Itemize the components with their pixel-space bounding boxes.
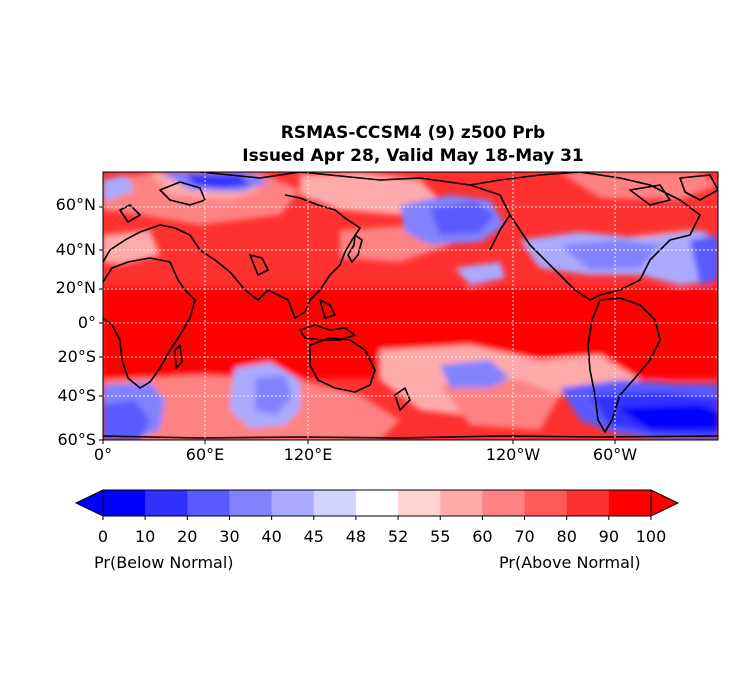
colorbar-segments: [103, 490, 652, 516]
colorbar-tick-label: 80: [556, 527, 577, 546]
coast-borneo: [319, 299, 336, 319]
field-blue-southatlantic-core: [103, 400, 150, 440]
lat-label-20s: 20°S: [57, 347, 96, 366]
colorbar-tick-label: 10: [134, 527, 156, 546]
colorbar-frame: [102, 489, 652, 517]
field-arctic-light: [560, 172, 718, 200]
colorbar-tick-label: 48: [345, 527, 367, 546]
gridlines: [103, 172, 718, 440]
field-blue-northamerica-core: [560, 240, 660, 270]
colorbar-tick-label: 40: [261, 527, 282, 546]
lon-label-60w: 60°W: [592, 445, 638, 464]
map-title-line2: Issued Apr 28, Valid May 18-May 31: [242, 146, 584, 166]
coast-japan: [347, 234, 363, 263]
colorbar-segment: [229, 490, 273, 516]
axis-ticks: [99, 206, 616, 444]
lon-label-120e: 120°E: [283, 445, 333, 464]
field-atlantic-pale: [103, 230, 160, 265]
colorbar-segment: [145, 490, 188, 516]
probability-field: [103, 172, 718, 440]
coast-eurasia: [103, 194, 361, 319]
colorbar-segment: [566, 490, 610, 516]
colorbar-segment: [271, 490, 315, 516]
coast-australia: [309, 337, 376, 393]
lon-label-120w: 120°W: [485, 445, 541, 464]
colorbar-segment: [313, 490, 357, 516]
field-blue-eastus: [690, 235, 718, 285]
coast-africa: [103, 257, 196, 389]
lon-label-0: 0°: [93, 445, 113, 464]
lat-label-0: 0°: [77, 313, 96, 332]
lat-label-60n: 60°N: [55, 195, 96, 214]
coast-hudson: [629, 184, 671, 206]
colorbar-tick-marks: [102, 516, 652, 520]
colorbar-min-arrow: [74, 489, 104, 517]
coast-greenland: [679, 174, 718, 201]
colorbar-tick-label: 20: [177, 527, 198, 546]
map-frame: [102, 171, 719, 441]
colorbar-segment: [482, 490, 526, 516]
colorbar-segment: [524, 490, 568, 516]
field-blue-pacific-core: [430, 202, 495, 235]
lat-label-20n: 20°N: [55, 278, 96, 297]
field-blue-southindian-core: [255, 375, 292, 415]
field-blue-tasman: [440, 360, 510, 388]
colorbar-tick-label: 0: [97, 527, 109, 546]
lat-label-60s: 60°S: [57, 430, 96, 449]
coast-newzealand: [394, 387, 411, 411]
lat-label-40s: 40°S: [57, 386, 96, 405]
field-blue-scandinavia-core: [185, 175, 250, 188]
colorbar-tick-label: 55: [430, 527, 451, 546]
coast-arabia: [249, 254, 269, 276]
field-blue-southpacific-deep: [618, 405, 718, 430]
colorbar-segment: [355, 490, 399, 516]
colorbar-label-above: Pr(Above Normal): [499, 553, 641, 572]
colorbar-max-arrow: [650, 489, 680, 517]
colorbar-tick-label: 70: [514, 527, 535, 546]
colorbar-tick-label: 60: [472, 527, 493, 546]
field-south-pacific-light: [440, 380, 560, 430]
lon-label-60e: 60°E: [185, 445, 225, 464]
colorbar-tick-label: 30: [219, 527, 240, 546]
field-blue-greenland: [103, 175, 135, 200]
colorbar-segment: [440, 490, 483, 516]
colorbar-segment: [187, 490, 230, 516]
coast-antarctica: [103, 435, 718, 439]
coast-siberia: [199, 172, 511, 251]
coast-indonesia: [299, 324, 356, 341]
field-blue-hawaii: [455, 262, 505, 285]
map-title-line1: RSMAS-CCSM4 (9) z500 Prb: [280, 123, 546, 143]
coast-britain: [119, 204, 141, 223]
colorbar-tick-label: 52: [387, 527, 409, 546]
colorbar-segment: [103, 490, 146, 516]
colorbar-tick-label: 90: [598, 527, 620, 546]
colorbar-tick-label: 100: [635, 527, 667, 546]
colorbar-label-below: Pr(Below Normal): [94, 553, 234, 572]
lat-label-40n: 40°N: [55, 240, 96, 259]
coastlines: [103, 172, 718, 439]
coast-madagascar: [174, 344, 183, 369]
colorbar-tick-label: 45: [303, 527, 324, 546]
colorbar-segment: [608, 490, 652, 516]
colorbar-segment: [398, 490, 441, 516]
coast-northamerica: [469, 172, 701, 301]
